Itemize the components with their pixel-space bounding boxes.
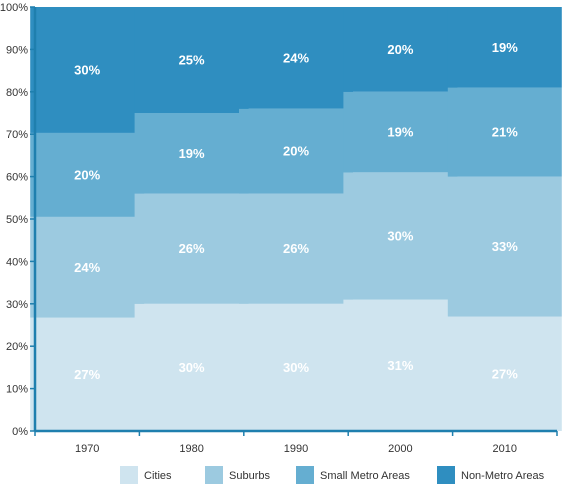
data-label: 30% xyxy=(74,62,100,77)
y-tick-label: 80% xyxy=(6,87,28,99)
y-tick-label: 20% xyxy=(6,341,28,353)
data-label: 20% xyxy=(74,167,100,182)
y-tick-label: 100% xyxy=(0,2,28,14)
legend-label: Small Metro Areas xyxy=(320,470,410,482)
bar-segment-non-metro-areas-1970 xyxy=(30,7,145,133)
bar-segment-suburbs-1990 xyxy=(239,193,353,304)
bar-labels-group: 27% 24% 20% 30% 30% 26% 19% 25% 30% 26% 20% 24% 31% 3… xyxy=(74,40,518,382)
data-label: 26% xyxy=(179,241,205,256)
x-tick-label: 1990 xyxy=(284,443,308,455)
data-label: 30% xyxy=(387,228,413,243)
axes-group: 0% 10% 20% 30% 40% 50% 60% 70% 80% 90% 100% 1970 198… xyxy=(0,2,558,455)
legend-swatch xyxy=(120,466,138,484)
bar-segment-small-metro-areas-1990 xyxy=(239,108,353,194)
legend-swatch xyxy=(296,466,314,484)
bar-segment-non-metro-areas-1990 xyxy=(239,7,353,109)
data-label: 30% xyxy=(283,360,309,375)
y-tick-label: 0% xyxy=(12,426,28,438)
y-tick-label: 90% xyxy=(6,44,28,56)
y-tick-label: 30% xyxy=(6,299,28,311)
bar-segment-small-metro-areas-2010 xyxy=(447,87,562,177)
data-label: 21% xyxy=(492,125,518,140)
data-label: 24% xyxy=(74,260,100,275)
data-label: 26% xyxy=(283,241,309,256)
legend-swatch xyxy=(437,466,455,484)
bar-segment-suburbs-1980 xyxy=(134,193,249,304)
data-label: 20% xyxy=(283,144,309,159)
bar-segment-non-metro-areas-2000 xyxy=(343,7,458,92)
y-tick-label: 50% xyxy=(6,214,28,226)
bar-segment-suburbs-2010 xyxy=(447,176,562,317)
bar-segment-suburbs-1970 xyxy=(30,216,145,318)
bar-segment-cities-2010 xyxy=(447,316,562,431)
data-label: 24% xyxy=(283,50,309,65)
data-label: 27% xyxy=(492,366,518,381)
bar-segment-small-metro-areas-1980 xyxy=(134,113,249,194)
data-label: 19% xyxy=(492,40,518,55)
y-tick-label: 10% xyxy=(6,384,28,396)
bar-segment-non-metro-areas-1980 xyxy=(134,7,249,113)
bar-segment-small-metro-areas-1970 xyxy=(30,132,145,217)
y-tick-label: 40% xyxy=(6,256,28,268)
legend-swatch xyxy=(205,466,223,484)
bar-segment-small-metro-areas-2000 xyxy=(343,91,458,173)
bar-segment-suburbs-2000 xyxy=(343,172,458,300)
y-tick-label: 60% xyxy=(6,172,28,184)
x-tick-label: 2000 xyxy=(388,443,412,455)
data-label: 30% xyxy=(179,360,205,375)
data-label: 20% xyxy=(387,42,413,57)
legend-label: Suburbs xyxy=(229,470,270,482)
legend-label: Cities xyxy=(144,470,172,482)
bar-segment-cities-1990 xyxy=(239,303,353,431)
data-label: 33% xyxy=(492,239,518,254)
legend-label: Non-Metro Areas xyxy=(461,470,545,482)
bar-segment-cities-1980 xyxy=(134,303,249,431)
bars-group xyxy=(30,7,562,431)
data-label: 27% xyxy=(74,367,100,382)
x-tick-label: 1970 xyxy=(75,443,99,455)
data-label: 31% xyxy=(387,358,413,373)
x-tick-label: 1980 xyxy=(179,443,203,455)
data-label: 25% xyxy=(179,53,205,68)
bar-segment-cities-1970 xyxy=(30,317,145,431)
data-label: 19% xyxy=(387,125,413,140)
y-tick-label: 70% xyxy=(6,129,28,141)
data-label: 19% xyxy=(179,146,205,161)
legend: Cities Suburbs Small Metro Areas Non-Metro … xyxy=(120,466,545,484)
bar-segment-cities-2000 xyxy=(343,299,458,431)
bar-segment-non-metro-areas-2010 xyxy=(447,7,562,88)
x-tick-label: 2010 xyxy=(493,443,517,455)
